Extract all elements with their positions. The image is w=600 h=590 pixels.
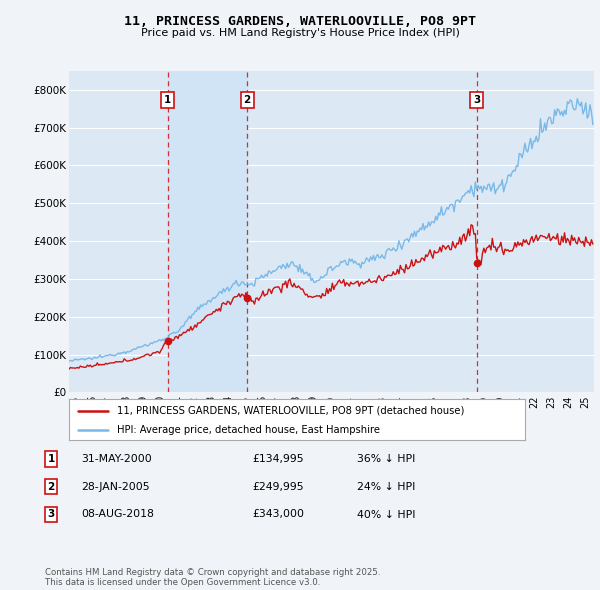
Bar bbox=[168, 71, 247, 392]
Text: 2: 2 bbox=[244, 95, 251, 105]
Text: 36% ↓ HPI: 36% ↓ HPI bbox=[357, 454, 415, 464]
Text: £134,995: £134,995 bbox=[252, 454, 304, 464]
Text: HPI: Average price, detached house, East Hampshire: HPI: Average price, detached house, East… bbox=[117, 425, 380, 434]
Text: Contains HM Land Registry data © Crown copyright and database right 2025.
This d: Contains HM Land Registry data © Crown c… bbox=[45, 568, 380, 587]
Text: 1: 1 bbox=[164, 95, 172, 105]
Text: 40% ↓ HPI: 40% ↓ HPI bbox=[357, 510, 415, 519]
Text: 24% ↓ HPI: 24% ↓ HPI bbox=[357, 482, 415, 491]
Text: 3: 3 bbox=[47, 510, 55, 519]
Text: 3: 3 bbox=[473, 95, 481, 105]
Text: £343,000: £343,000 bbox=[252, 510, 304, 519]
Text: 11, PRINCESS GARDENS, WATERLOOVILLE, PO8 9PT: 11, PRINCESS GARDENS, WATERLOOVILLE, PO8… bbox=[124, 15, 476, 28]
Text: Price paid vs. HM Land Registry's House Price Index (HPI): Price paid vs. HM Land Registry's House … bbox=[140, 28, 460, 38]
Text: 08-AUG-2018: 08-AUG-2018 bbox=[81, 510, 154, 519]
Text: 31-MAY-2000: 31-MAY-2000 bbox=[81, 454, 152, 464]
Text: 1: 1 bbox=[47, 454, 55, 464]
Text: £249,995: £249,995 bbox=[252, 482, 304, 491]
Text: 11, PRINCESS GARDENS, WATERLOOVILLE, PO8 9PT (detached house): 11, PRINCESS GARDENS, WATERLOOVILLE, PO8… bbox=[117, 406, 464, 416]
Text: 2: 2 bbox=[47, 482, 55, 491]
Text: 28-JAN-2005: 28-JAN-2005 bbox=[81, 482, 149, 491]
